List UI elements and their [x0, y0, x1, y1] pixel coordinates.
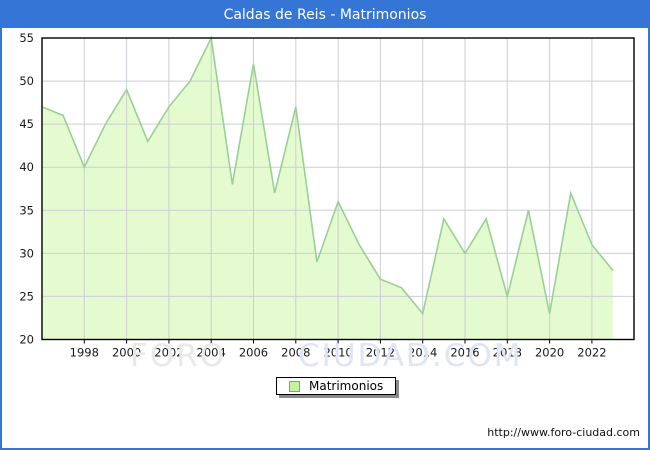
- x-tick-label: 2020: [535, 346, 564, 360]
- x-tick-label: 2002: [154, 346, 183, 360]
- x-tick-label: 2008: [281, 346, 310, 360]
- legend-swatch-icon: [289, 380, 300, 392]
- x-tick-label: 2018: [493, 346, 522, 360]
- x-tick-label: 2010: [323, 346, 352, 360]
- x-tick-label: 2022: [577, 346, 606, 360]
- y-tick-label: 30: [19, 246, 34, 260]
- legend: Matrimonios: [276, 377, 397, 395]
- y-tick-label: 25: [19, 289, 34, 303]
- y-tick-label: 20: [19, 333, 34, 347]
- x-tick-label: 2016: [450, 346, 479, 360]
- y-tick-label: 35: [19, 203, 34, 217]
- x-tick-label: 2012: [366, 346, 395, 360]
- x-tick-label: 2006: [239, 346, 268, 360]
- title-bar: Caldas de Reis - Matrimonios: [2, 2, 648, 28]
- x-tick-label: 2014: [408, 346, 437, 360]
- footer-url: http://www.foro-ciudad.com: [487, 426, 640, 439]
- y-tick-label: 55: [19, 31, 34, 45]
- x-tick-label: 2000: [112, 346, 141, 360]
- legend-label: Matrimonios: [309, 379, 384, 393]
- y-tick-label: 50: [19, 74, 34, 88]
- x-tick-label: 2004: [197, 346, 226, 360]
- series-line: [41, 35, 614, 316]
- series-area-fill: [42, 38, 614, 340]
- y-tick-label: 45: [19, 117, 34, 131]
- x-tick-label: 1998: [70, 346, 99, 360]
- chart-title: Caldas de Reis - Matrimonios: [223, 7, 427, 23]
- y-tick-label: 40: [19, 160, 34, 174]
